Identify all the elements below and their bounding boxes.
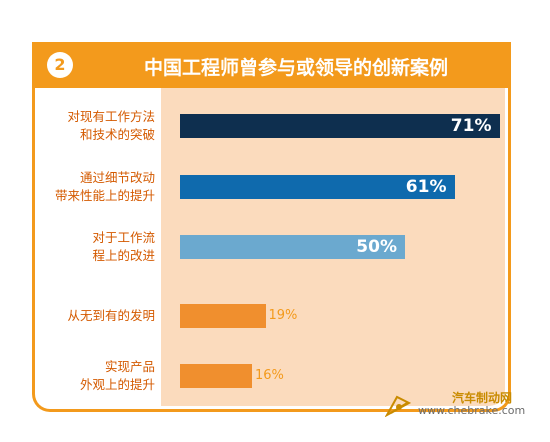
watermark-url: www.chebrake.com <box>418 404 526 417</box>
category-label: 对于工作流 程上的改进 <box>92 230 155 263</box>
watermark-cn: 汽车制动网 <box>452 391 513 405</box>
bar-value-label: 71% <box>450 116 492 136</box>
bar-value-label: 16% <box>255 368 284 383</box>
bar <box>180 304 266 328</box>
bar <box>180 114 500 138</box>
bar-value-label: 50% <box>356 237 397 257</box>
chart-title: 中国工程师曾参与或领导的创新案例 <box>144 57 449 79</box>
watermark: 汽车制动网 www.chebrake.com <box>385 389 527 419</box>
bar <box>180 364 252 388</box>
bar-value-label: 61% <box>405 177 447 197</box>
category-label: 实现产品 外观上的提升 <box>79 359 155 392</box>
bar-value-label: 19% <box>268 308 298 323</box>
figure-number-badge: 2 <box>47 52 73 78</box>
category-label: 对现有工作方法 和技术的突破 <box>67 109 155 142</box>
bar <box>180 235 405 259</box>
bar <box>180 175 455 199</box>
brake-logo-icon <box>385 395 411 417</box>
category-label: 通过细节改动 带来性能上的提升 <box>54 170 155 203</box>
category-label: 从无到有的发明 <box>67 308 155 323</box>
chart-header: 2 中国工程师曾参与或领导的创新案例 <box>32 42 511 88</box>
